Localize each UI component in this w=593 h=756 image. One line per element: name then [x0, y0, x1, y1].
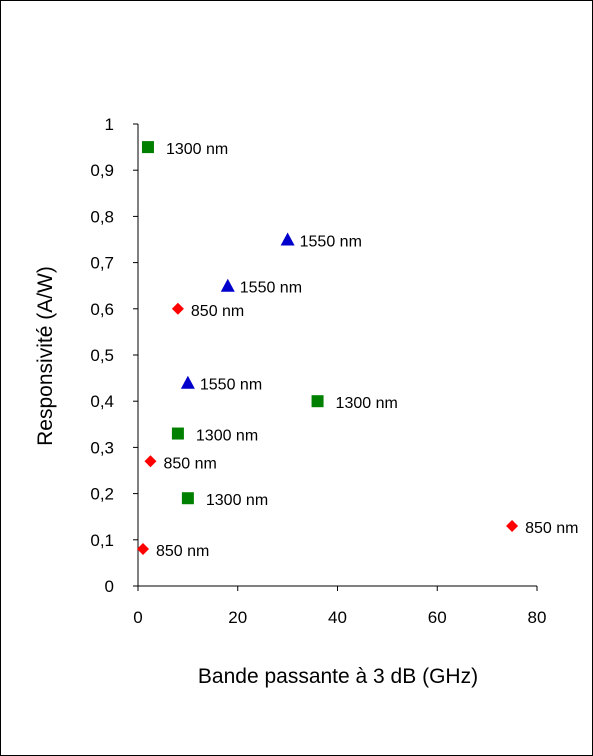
data-point-label: 1550 nm	[300, 234, 362, 251]
y-axis-title: Responsivité (A/W)	[34, 266, 57, 446]
x-tick-label: 60	[428, 608, 447, 627]
y-tick-label: 0,1	[90, 531, 114, 550]
y-tick-label: 0,5	[90, 346, 114, 365]
x-tick-label: 80	[528, 608, 547, 627]
y-tick-label: 1	[105, 115, 114, 134]
data-point-label: 850 nm	[191, 303, 244, 320]
y-tick-label: 0,8	[90, 207, 114, 226]
y-tick-label: 0	[105, 577, 114, 596]
y-tick-label: 0,6	[90, 300, 114, 319]
y-tick-label: 0,9	[90, 161, 114, 180]
data-point-square	[312, 395, 324, 407]
y-tick-label: 0,3	[90, 438, 114, 457]
data-point-label: 1550 nm	[240, 280, 302, 297]
data-point-square	[142, 141, 154, 153]
data-point-square	[182, 492, 194, 504]
x-axis-title: Bande passante à 3 dB (GHz)	[198, 665, 478, 688]
y-tick-label: 0,2	[90, 485, 114, 504]
data-point-label: 850 nm	[156, 543, 209, 560]
x-tick-label: 0	[133, 608, 142, 627]
data-point-label: 1300 nm	[166, 141, 228, 158]
data-point-label: 850 nm	[525, 520, 578, 537]
data-point-label: 1300 nm	[336, 395, 398, 412]
y-tick-label: 0,7	[90, 254, 114, 273]
data-point-label: 1300 nm	[206, 492, 268, 509]
data-point-label: 1300 nm	[196, 428, 258, 445]
x-tick-label: 20	[228, 608, 247, 627]
data-point-label: 1550 nm	[200, 377, 262, 394]
data-point-square	[172, 428, 184, 440]
y-tick-label: 0,4	[90, 392, 114, 411]
data-point-label: 850 nm	[163, 455, 216, 472]
x-tick-label: 40	[328, 608, 347, 627]
